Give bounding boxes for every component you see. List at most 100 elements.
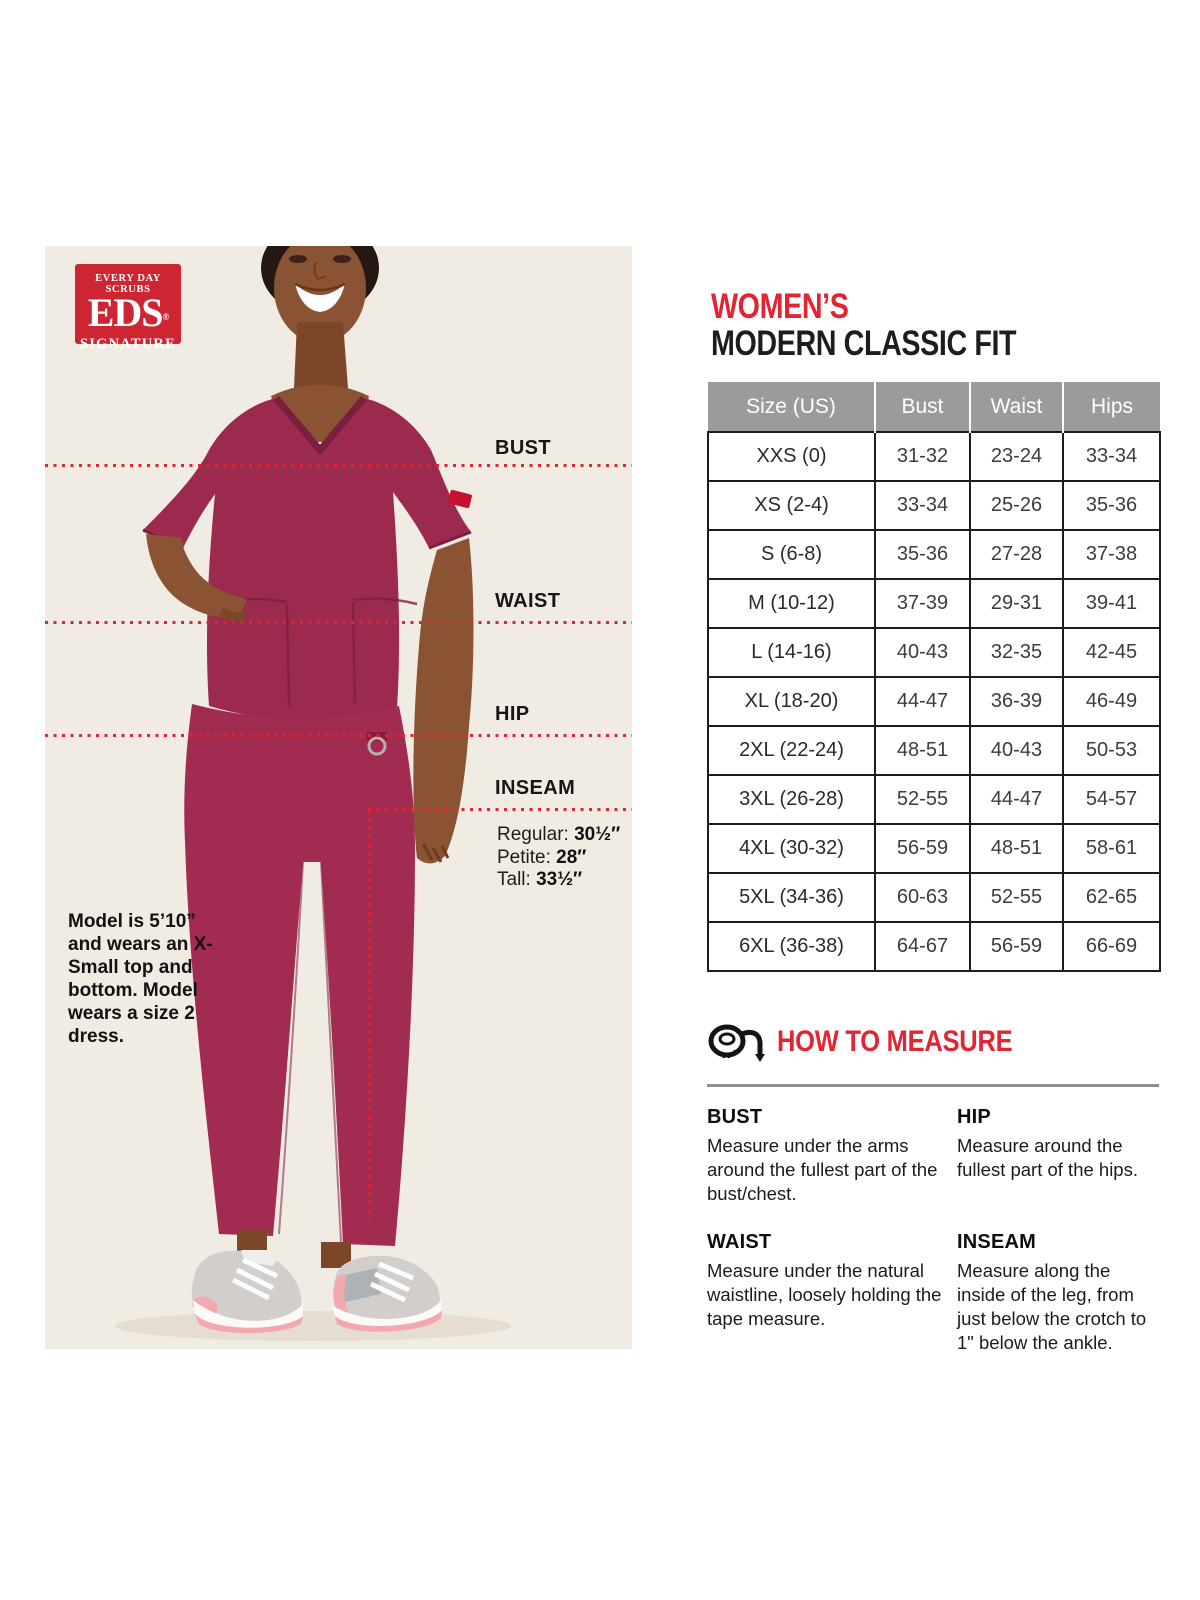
size-table-cell: 4XL (30-32) (707, 823, 875, 873)
measure-item: BUST Measure under the arms around the fu… (707, 1106, 957, 1206)
size-table-row: S (6-8) 35-36 27-28 37-38 (707, 529, 1161, 579)
how-to-measure-header: HOW TO MEASURE (707, 1020, 1054, 1064)
tape-measure-icon (708, 1024, 765, 1062)
inseam-guide-line (368, 808, 632, 811)
registered-mark: ® (162, 312, 170, 322)
inseam-option: Tall: 33½″ (497, 869, 620, 892)
inseam-option: Petite: 28″ (497, 847, 620, 870)
measure-instructions: BUST Measure under the arms around the fu… (707, 1106, 1172, 1355)
size-table-cell: 40-43 (969, 725, 1063, 775)
size-table-cell: 66-69 (1062, 921, 1161, 972)
size-table-cell: 40-43 (874, 627, 970, 677)
eds-signature-logo: EVERY DAY SCRUBS EDS® SIGNATURE (75, 264, 181, 352)
inseam-option-label: Petite: (497, 846, 557, 868)
size-table-cell: 54-57 (1062, 774, 1161, 824)
size-table-cell: 39-41 (1062, 578, 1161, 628)
page-title-womens: WOMEN’S (711, 287, 849, 326)
size-table-cell: 2XL (22-24) (707, 725, 875, 775)
size-table-cell: 36-39 (969, 676, 1063, 726)
size-table-cell: 48-51 (969, 823, 1063, 873)
measure-item-title: WAIST (707, 1231, 772, 1253)
measure-item-title: INSEAM (957, 1231, 1036, 1253)
logo-line-eds: EDS® (87, 290, 170, 335)
size-table-cell: 33-34 (1062, 431, 1161, 481)
size-table-header-cell: Waist (969, 382, 1063, 432)
size-table-body: XXS (0) 31-32 23-24 33-34 XS (2-4) 33-34 25-26… (707, 431, 1161, 972)
inseam-label: INSEAM (495, 777, 576, 799)
model-note: Model is 5’10” and wears an X-Small top … (68, 911, 213, 1047)
size-table-row: 3XL (26-28) 52-55 44-47 54-57 (707, 774, 1161, 824)
size-table-header-cell: Bust (874, 382, 970, 432)
page-title-fit: MODERN CLASSIC FIT (711, 324, 1017, 363)
size-table-row: XL (18-20) 44-47 36-39 46-49 (707, 676, 1161, 726)
size-table-cell: M (10-12) (707, 578, 875, 628)
size-table-cell: 46-49 (1062, 676, 1161, 726)
measure-item-text: Measure under the natural waistline, loo… (707, 1260, 942, 1329)
size-table-header-cell: Size (US) (708, 382, 875, 432)
logo-line-signature: SIGNATURE (80, 336, 176, 352)
size-table-row: 4XL (30-32) 56-59 48-51 58-61 (707, 823, 1161, 873)
measure-item-text: Measure around the fullest part of the h… (957, 1135, 1138, 1180)
size-table-cell: 5XL (34-36) (707, 872, 875, 922)
size-table-cell: 44-47 (969, 774, 1063, 824)
measure-item-text: Measure along the inside of the leg, fro… (957, 1260, 1147, 1353)
size-table-cell: L (14-16) (707, 627, 875, 677)
inseam-length-options: Regular: 30½″ Petite: 28″ Tall: 33½″ (497, 824, 620, 892)
size-table: Size (US) Bust Waist Hips XXS (0) 31-32 23-24… (707, 382, 1161, 972)
measure-item-text: Measure under the arms around the fulles… (707, 1135, 938, 1204)
section-divider (707, 1084, 1159, 1087)
measure-item: WAIST Measure under the natural waistline… (707, 1231, 957, 1355)
size-table-cell: XXS (0) (707, 431, 875, 481)
size-table-cell: 50-53 (1062, 725, 1161, 775)
size-table-cell: 44-47 (874, 676, 970, 726)
size-table-cell: 37-39 (874, 578, 970, 628)
inseam-vertical-guide-line (368, 810, 371, 1220)
size-table-cell: 56-59 (969, 921, 1063, 972)
how-to-measure-heading: HOW TO MEASURE (777, 1025, 1013, 1058)
size-table-cell: 32-35 (969, 627, 1063, 677)
measure-item-title: HIP (957, 1106, 991, 1128)
model-photo-panel (45, 246, 632, 1349)
size-table-row: L (14-16) 40-43 32-35 42-45 (707, 627, 1161, 677)
bust-guide-line (45, 464, 632, 467)
measure-item: HIP Measure around the fullest part of th… (957, 1106, 1172, 1206)
size-table-row: 6XL (36-38) 64-67 56-59 66-69 (707, 921, 1161, 972)
size-table-cell: 52-55 (969, 872, 1063, 922)
size-table-cell: S (6-8) (707, 529, 875, 579)
inseam-option: Regular: 30½″ (497, 824, 620, 847)
measure-item: INSEAM Measure along the inside of the le… (957, 1231, 1172, 1355)
size-table-cell: 27-28 (969, 529, 1063, 579)
size-table-cell: XL (18-20) (707, 676, 875, 726)
waist-label: WAIST (495, 590, 561, 612)
inseam-option-value: 28″ (556, 846, 587, 868)
size-table-row: M (10-12) 37-39 29-31 39-41 (707, 578, 1161, 628)
size-table-cell: 29-31 (969, 578, 1063, 628)
waist-guide-line (45, 621, 632, 624)
size-table-cell: 35-36 (1062, 480, 1161, 530)
measure-item-title: BUST (707, 1106, 763, 1128)
size-table-cell: 58-61 (1062, 823, 1161, 873)
page-title: WOMEN’S MODERN CLASSIC FIT (711, 288, 1083, 362)
size-table-row: XXS (0) 31-32 23-24 33-34 (707, 431, 1161, 481)
size-table-row: 5XL (34-36) 60-63 52-55 62-65 (707, 872, 1161, 922)
inseam-option-label: Regular: (497, 824, 575, 845)
size-table-row: 2XL (22-24) 48-51 40-43 50-53 (707, 725, 1161, 775)
size-table-cell: 48-51 (874, 725, 970, 775)
size-table-cell: 23-24 (969, 431, 1063, 481)
size-table-cell: 25-26 (969, 480, 1063, 530)
size-table-cell: 62-65 (1062, 872, 1161, 922)
size-table-cell: 6XL (36-38) (707, 921, 875, 972)
size-table-cell: 35-36 (874, 529, 970, 579)
size-table-cell: 56-59 (874, 823, 970, 873)
bust-label: BUST (495, 437, 552, 459)
size-table-cell: 42-45 (1062, 627, 1161, 677)
inseam-option-value: 30½″ (574, 824, 621, 845)
size-table-cell: 3XL (26-28) (707, 774, 875, 824)
size-table-header-cell: Hips (1062, 382, 1160, 432)
size-table-cell: 33-34 (874, 480, 970, 530)
size-table-row: XS (2-4) 33-34 25-26 35-36 (707, 480, 1161, 530)
inseam-option-value: 33½″ (536, 869, 583, 890)
model-photo-illustration (45, 246, 632, 1349)
size-table-header-row: Size (US) Bust Waist Hips (708, 382, 1160, 432)
